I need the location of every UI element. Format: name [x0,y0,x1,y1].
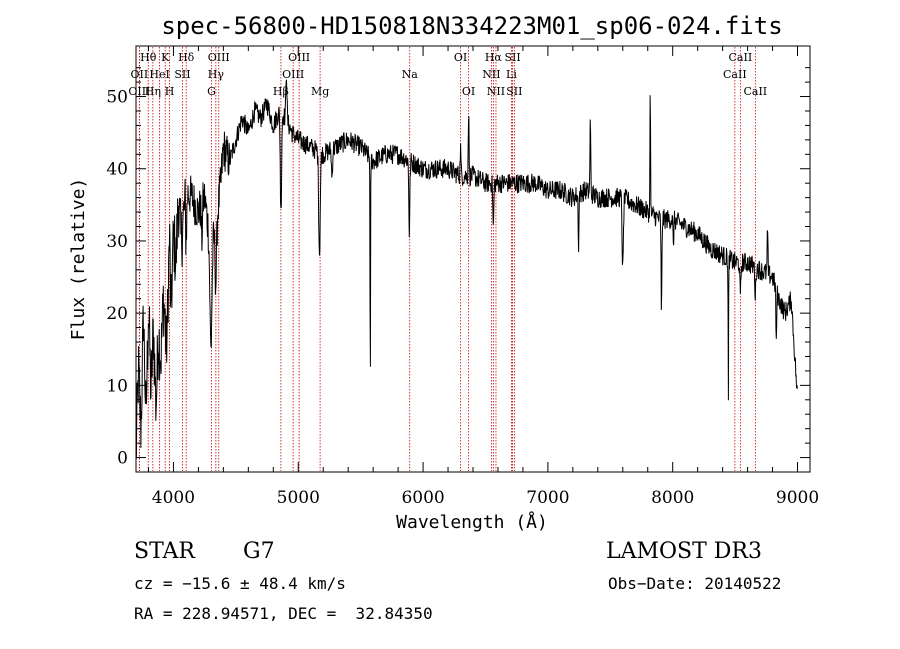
line-label: OIII [288,51,310,64]
x-tick-label: 5000 [277,488,320,508]
y-tick-label: 40 [106,160,128,180]
line-label: SII [506,85,522,98]
line-label: Hβ [273,85,289,98]
line-label: NII [487,85,505,98]
line-label: OIII [208,51,230,64]
line-label: OI [454,51,467,64]
line-label: SII [504,51,520,64]
object-class: STAR [134,539,195,564]
x-axis-label: Wavelength (Å) [396,511,548,533]
line-label: SII [174,68,190,81]
line-label: Hγ [208,68,225,81]
line-label: CaII [729,51,753,64]
line-label: OIII [128,85,150,98]
object-subclass: G7 [243,539,275,564]
y-tick-label: 10 [106,376,128,396]
x-tick-label: 4000 [152,488,195,508]
line-label: H [165,85,175,98]
x-tick-label: 6000 [401,488,444,508]
line-label: HeI [149,68,169,81]
y-axis-label: Flux (relative) [68,178,89,341]
line-label: CaII [743,85,767,98]
spectrum-line [135,79,798,459]
x-tick-label: 8000 [651,488,694,508]
plot-frame [135,45,811,473]
observation-date: Obs−Date: 20140522 [608,574,782,593]
line-label: OIII [282,68,304,81]
y-tick-label: 50 [106,88,128,108]
y-tick-label: 20 [106,304,128,324]
line-label: Li [506,68,517,81]
line-label: OII [131,68,149,81]
line-label: NII [482,68,500,81]
chart-title: spec-56800-HD150818N334223M01_sp06-024.f… [161,12,782,40]
line-label: Hδ [178,51,195,64]
line-label: Na [402,68,419,81]
line-label: Hα [485,51,503,64]
x-tick-label: 7000 [526,488,569,508]
spectral-line-markers [138,47,756,471]
coordinates-info: RA = 228.94571, DEC = 32.84350 [134,604,433,623]
redshift-info: cz = −15.6 ± 48.4 km/s [134,574,346,593]
line-label: G [207,85,216,98]
y-tick-label: 0 [117,449,128,469]
line-label: OI [462,85,475,98]
line-label: K [161,51,170,64]
line-label: Hη [145,85,161,98]
x-axis-ticks: 4000 5000 6000 7000 8000 9000 [147,46,819,508]
x-tick-label: 9000 [776,488,819,508]
spectral-line-labels: Hθ OII OIII K HeI Hη H Hδ SII OIII Hγ G Hβ OIII OIII Mg… [128,51,767,98]
y-axis-ticks: 0 10 20 30 40 50 [106,67,810,469]
y-tick-label: 30 [106,232,128,252]
line-label: Mg [311,85,329,98]
line-label: Hθ [140,51,157,64]
line-label: CaII [723,68,747,81]
survey-name: LAMOST DR3 [606,539,762,564]
